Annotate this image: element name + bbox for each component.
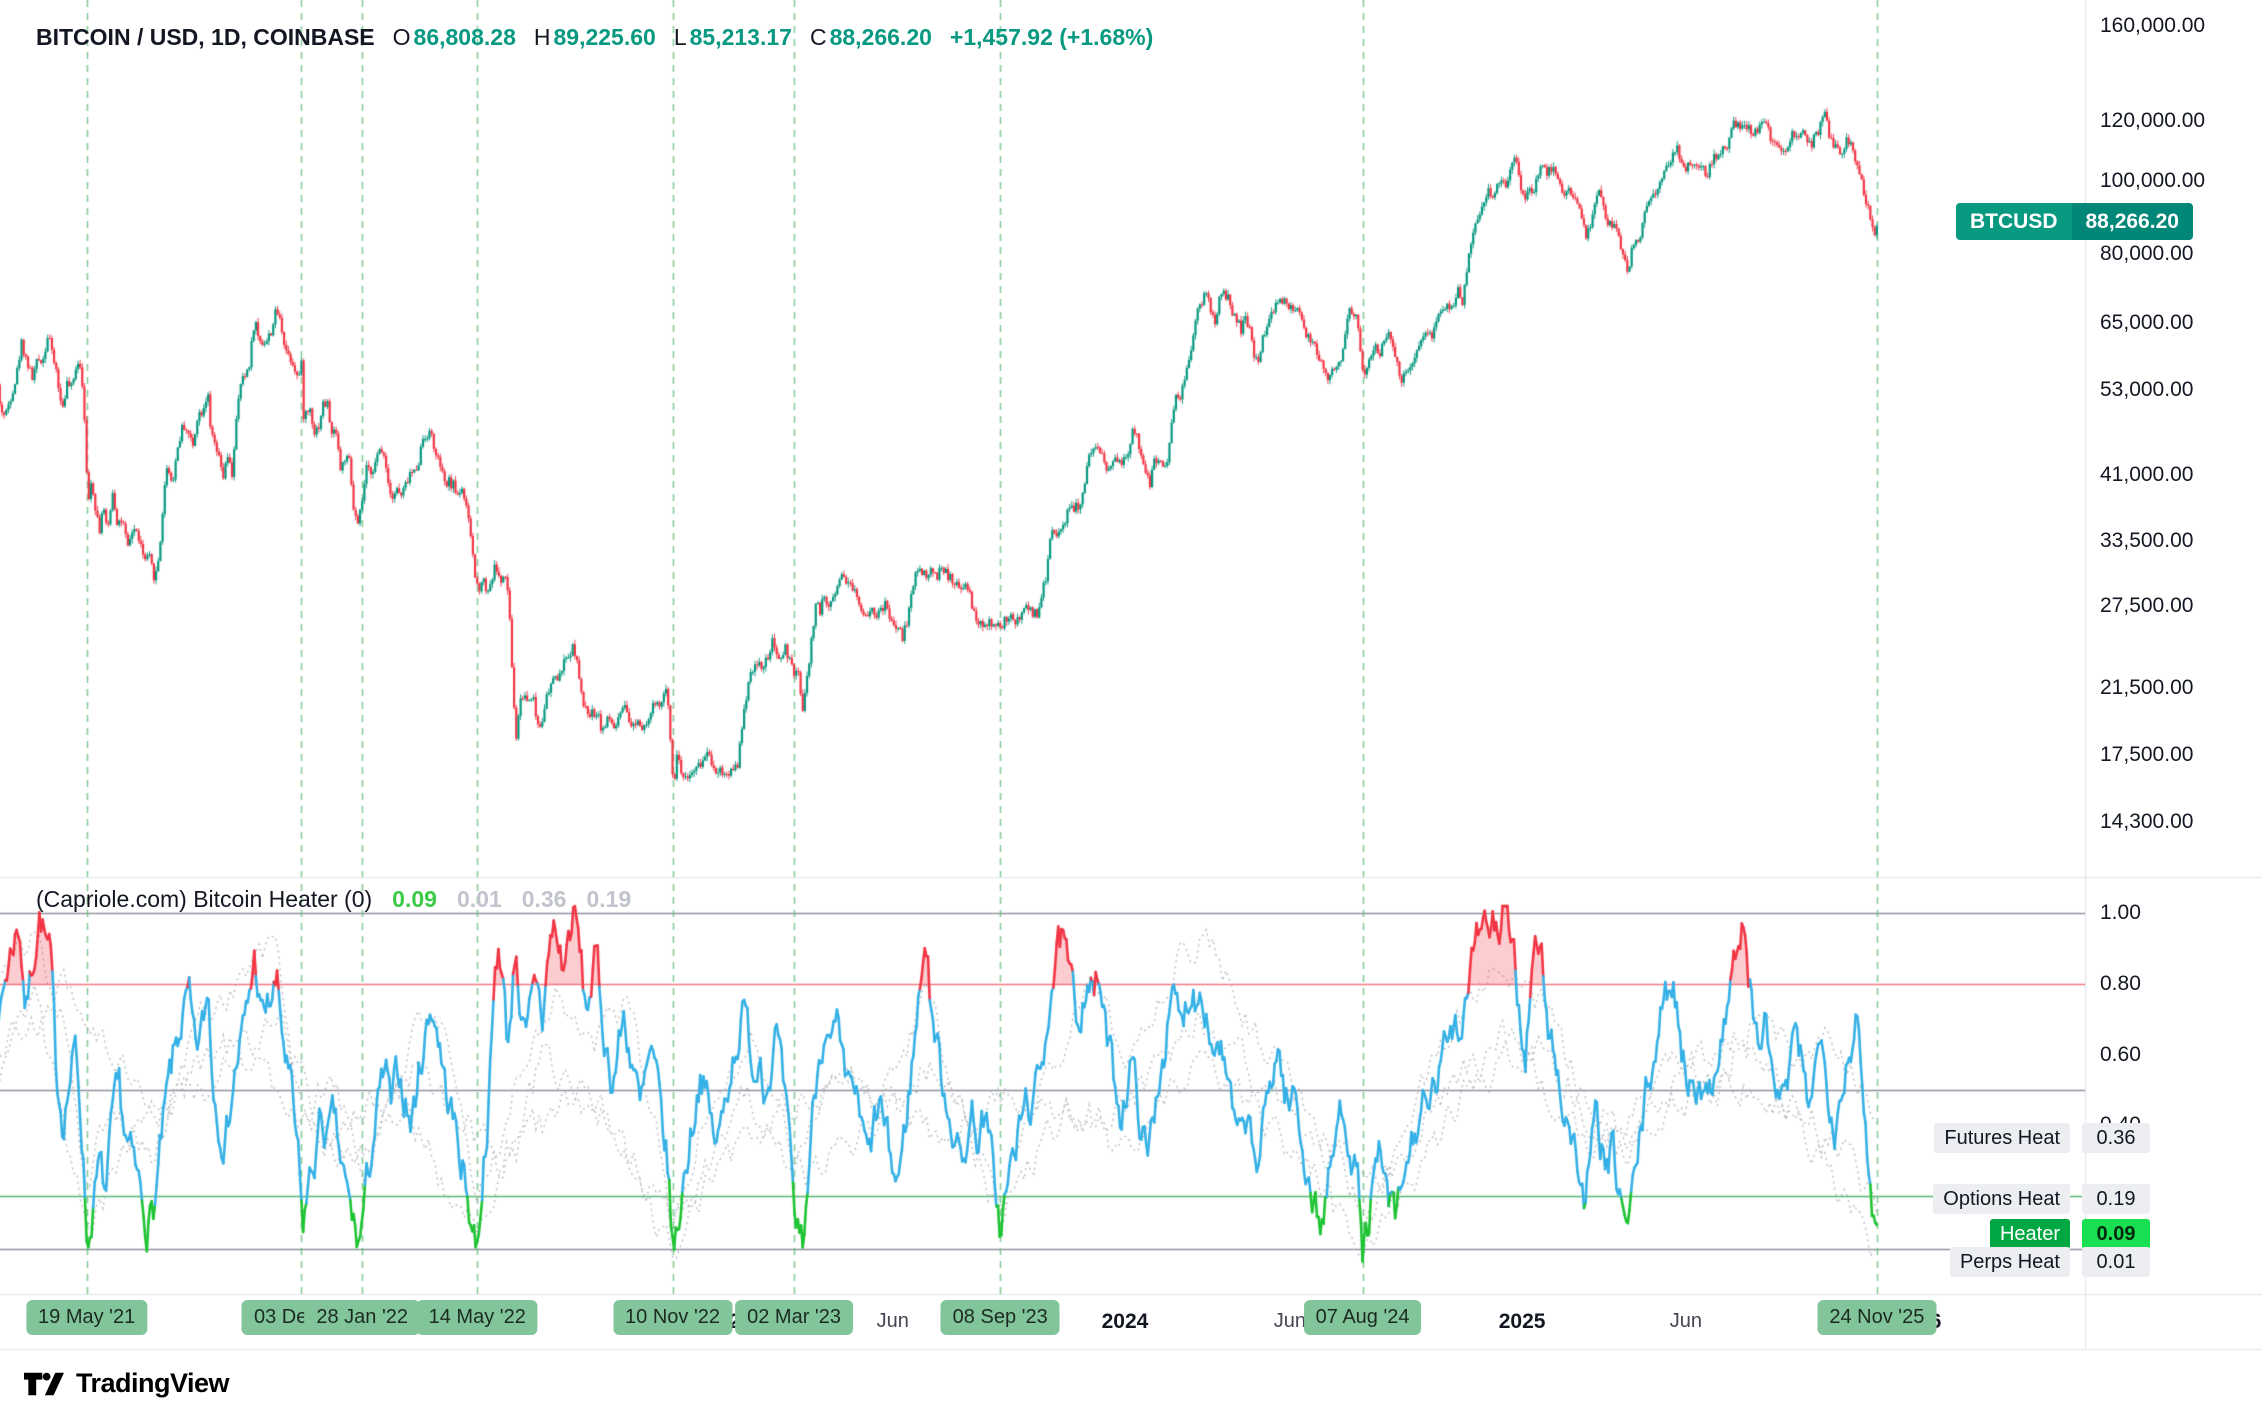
price-axis-label: 33,500.00 <box>2100 529 2194 553</box>
current-price-badge: BTCUSD 88,266.20 <box>1956 202 2193 240</box>
event-marker-badge[interactable]: 08 Sep '23 <box>940 1300 1060 1335</box>
indicator-title: (Capriole.com) Bitcoin Heater (0) <box>36 886 373 912</box>
price-axis-label: 100,000.00 <box>2100 168 2206 192</box>
event-marker-badge[interactable]: 19 May '21 <box>26 1300 148 1335</box>
price-axis-label: 14,300.00 <box>2100 810 2194 833</box>
price-axis-label: 17,500.00 <box>2100 743 2194 767</box>
indicator-legend[interactable]: (Capriole.com) Bitcoin Heater (0) 0.09 0… <box>36 886 631 913</box>
time-axis-label: Jun <box>1669 1310 1703 1332</box>
event-marker-badge[interactable]: 28 Jan '22 <box>304 1300 421 1335</box>
ohlc-close-prefix: C <box>809 24 827 50</box>
time-axis-label: 2024 <box>1101 1310 1149 1333</box>
price-axis-label: 160,000.00 <box>2100 13 2206 37</box>
ohlc-close: C 88,266.20 <box>810 24 932 51</box>
ohlc-low-value: 85,213.17 <box>689 24 792 50</box>
event-marker-badge[interactable]: 14 May '22 <box>416 1300 538 1335</box>
ohlc-open: O 86,808.28 <box>393 24 516 51</box>
indicator-value-options: 0.19 <box>586 886 632 912</box>
price-axis-label: 65,000.00 <box>2100 310 2194 334</box>
heater-row: Heater 0.09 <box>1989 1218 2150 1249</box>
indicator-value-heater: 0.09 <box>392 886 437 912</box>
price-change: +1,457.92 (+1.68%) <box>949 24 1154 50</box>
options-heat-value: 0.19 <box>2082 1183 2150 1214</box>
heater-label: Heater <box>1989 1218 2070 1249</box>
time-axis[interactable]: Jun Jun 2023 Jun 2024 Jun 2025 Jun 2026 … <box>0 1294 2262 1350</box>
futures-heat-label: Futures Heat <box>1934 1123 2070 1154</box>
perps-heat-row: Perps Heat 0.01 <box>1949 1247 2150 1278</box>
heater-value: 0.09 <box>2082 1218 2150 1249</box>
tradingview-logo-text: TradingView <box>76 1368 230 1398</box>
price-axis-label: 27,500.00 <box>2100 594 2194 618</box>
price-axis-label: 53,000.00 <box>2100 378 2194 402</box>
ohlc-low-prefix: L <box>673 24 687 50</box>
time-axis-label: Jun <box>876 1310 909 1332</box>
perps-heat-label: Perps Heat <box>1949 1247 2070 1278</box>
ohlc-close-value: 88,266.20 <box>829 24 932 50</box>
price-axis-label: 21,500.00 <box>2100 675 2194 699</box>
event-marker-badge[interactable]: 10 Nov '22 <box>613 1300 733 1335</box>
event-marker-badge[interactable]: 07 Aug '24 <box>1303 1300 1422 1335</box>
indicator-value-futures: 0.36 <box>521 886 567 912</box>
price-axis-label: 80,000.00 <box>2100 242 2194 266</box>
ohlc-high: H 89,225.60 <box>534 24 656 51</box>
price-axis-label: 120,000.00 <box>2100 108 2206 132</box>
price-badge-value: 88,266.20 <box>2071 202 2193 240</box>
indicator-axis-label: 0.60 <box>2100 1042 2141 1066</box>
ohlc-open-prefix: O <box>392 24 411 50</box>
tradingview-logo-icon <box>24 1372 64 1395</box>
symbol-legend[interactable]: BITCOIN / USD, 1D, COINBASE O 86,808.28 H… <box>36 24 1153 51</box>
event-marker-badge[interactable]: 24 Nov '25 <box>1817 1300 1937 1335</box>
time-axis-label: Jun <box>1273 1310 1307 1332</box>
tradingview-logo[interactable]: TradingView <box>24 1368 230 1399</box>
indicator-value-perps: 0.01 <box>456 886 502 912</box>
price-badge-symbol: BTCUSD <box>1956 202 2072 240</box>
price-axis-label: 41,000.00 <box>2100 462 2194 486</box>
event-marker-badge[interactable]: 02 Mar '23 <box>735 1300 853 1335</box>
ohlc-high-value: 89,225.60 <box>553 24 656 50</box>
ohlc-low: L 85,213.17 <box>674 24 792 51</box>
futures-heat-row: Futures Heat 0.36 <box>1934 1123 2150 1154</box>
ohlc-high-prefix: H <box>533 24 551 50</box>
indicator-axis-label: 0.80 <box>2100 971 2141 995</box>
indicator-axis-label: 1.00 <box>2100 901 2141 925</box>
symbol-title: BITCOIN / USD, 1D, COINBASE <box>36 24 375 50</box>
options-heat-label: Options Heat <box>1933 1183 2070 1214</box>
perps-heat-value: 0.01 <box>2082 1247 2150 1278</box>
time-axis-label: 2025 <box>1498 1310 1546 1333</box>
options-heat-row: Options Heat 0.19 <box>1933 1183 2150 1214</box>
futures-heat-value: 0.36 <box>2082 1123 2150 1154</box>
ohlc-open-value: 86,808.28 <box>413 24 516 50</box>
